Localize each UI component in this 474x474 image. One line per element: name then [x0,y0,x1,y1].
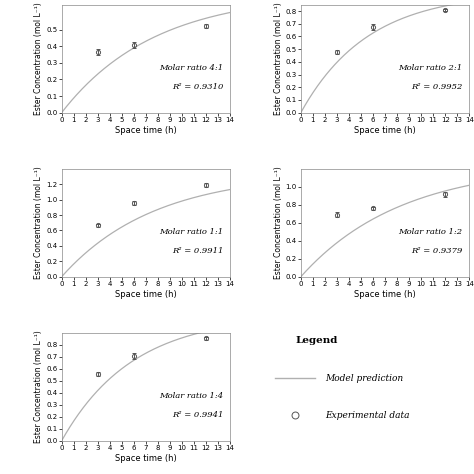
Text: Molar ratio 1:4: Molar ratio 1:4 [159,392,223,400]
X-axis label: Space time (h): Space time (h) [115,290,177,299]
X-axis label: Space time (h): Space time (h) [115,126,177,135]
Y-axis label: Ester Concentration (mol L⁻¹): Ester Concentration (mol L⁻¹) [35,166,44,279]
Y-axis label: Ester Concentration (mol L⁻¹): Ester Concentration (mol L⁻¹) [273,2,283,115]
Text: R² = 0.9310: R² = 0.9310 [172,83,223,91]
Y-axis label: Ester Concentration (mol L⁻¹): Ester Concentration (mol L⁻¹) [35,2,44,115]
Text: Experimental data: Experimental data [325,411,410,419]
Text: Molar ratio 1:1: Molar ratio 1:1 [159,228,223,236]
Text: R² = 0.9911: R² = 0.9911 [172,247,223,255]
Text: Molar ratio 1:2: Molar ratio 1:2 [399,228,463,236]
X-axis label: Space time (h): Space time (h) [354,290,416,299]
Text: R² = 0.9952: R² = 0.9952 [411,83,463,91]
Text: Legend: Legend [295,336,337,345]
Y-axis label: Ester Concentration (mol L⁻¹): Ester Concentration (mol L⁻¹) [35,330,44,443]
Text: Molar ratio 4:1: Molar ratio 4:1 [159,64,223,72]
Text: Model prediction: Model prediction [325,374,403,383]
Text: R² = 0.9379: R² = 0.9379 [411,247,463,255]
Text: R² = 0.9941: R² = 0.9941 [172,411,223,419]
X-axis label: Space time (h): Space time (h) [354,126,416,135]
Text: Molar ratio 2:1: Molar ratio 2:1 [399,64,463,72]
X-axis label: Space time (h): Space time (h) [115,454,177,463]
Y-axis label: Ester Concentration (mol L⁻¹): Ester Concentration (mol L⁻¹) [273,166,283,279]
